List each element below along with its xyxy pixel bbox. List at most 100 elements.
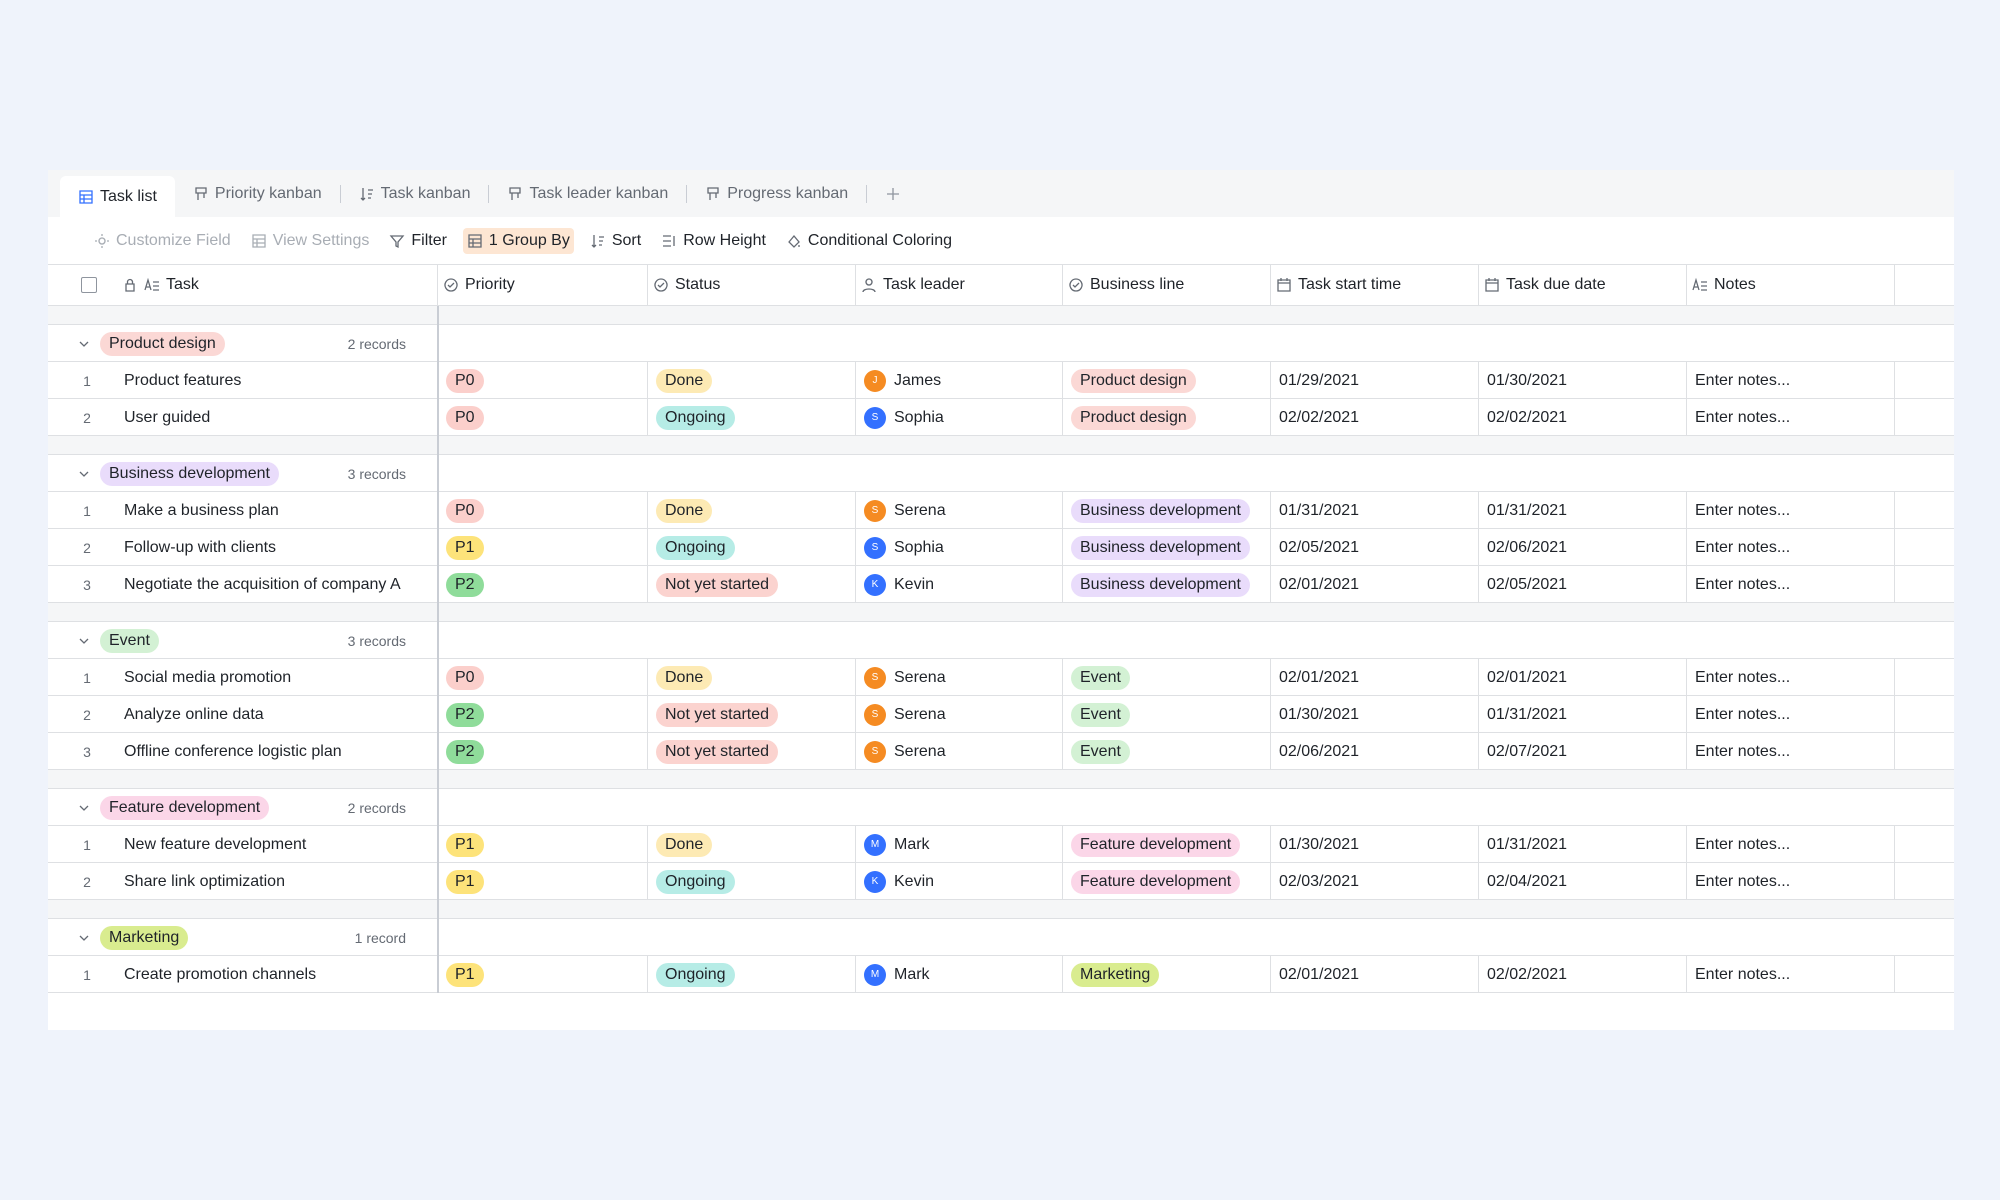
column-header[interactable]: Task — [122, 264, 437, 306]
toolbar-label: View Settings — [272, 231, 370, 249]
due-date: 01/31/2021 — [1487, 501, 1568, 519]
cell: P0 — [446, 399, 644, 436]
leader-name: Serena — [894, 668, 946, 686]
table-row[interactable] — [48, 659, 1954, 696]
column-title: Notes — [1714, 276, 1756, 293]
group-spacer — [48, 306, 1954, 325]
row-number: 1 — [83, 966, 91, 983]
group-toggle[interactable] — [76, 919, 96, 956]
toolbar-button[interactable]: Conditional Coloring — [782, 228, 956, 254]
tab-divider — [866, 185, 868, 203]
group-toggle[interactable] — [76, 325, 96, 362]
tab-label: Progress kanban — [727, 184, 849, 202]
column-divider — [855, 492, 856, 529]
tab[interactable]: Task kanban — [341, 170, 489, 217]
cell: Done — [656, 492, 852, 529]
icon — [79, 189, 93, 204]
tab-divider — [339, 185, 341, 203]
status-tag: Ongoing — [656, 535, 735, 560]
table-row[interactable] — [48, 492, 1954, 529]
group-header — [48, 622, 1954, 659]
column-header[interactable]: Task leader — [861, 264, 1062, 306]
add-tab[interactable] — [867, 170, 925, 217]
column-header[interactable]: Priority — [443, 264, 647, 306]
start-date: 02/06/2021 — [1279, 742, 1360, 760]
toolbar-button[interactable]: Filter — [385, 228, 451, 254]
cell: Enter notes... — [1695, 362, 1891, 399]
group-tag: Product design — [100, 331, 225, 356]
group-header — [48, 325, 1954, 362]
table-row[interactable] — [48, 826, 1954, 863]
select-all-checkbox[interactable] — [81, 277, 97, 293]
start-date: 02/03/2021 — [1279, 872, 1360, 890]
group-tag: Event — [100, 628, 159, 653]
avatar: M — [864, 963, 886, 986]
column-divider — [1478, 264, 1479, 306]
cell: S Serena — [864, 492, 1059, 529]
task-name: User guided — [124, 408, 211, 426]
group-tag: Business development — [100, 461, 279, 486]
tab[interactable]: Priority kanban — [175, 170, 340, 217]
column-header[interactable]: Business line — [1068, 264, 1270, 306]
column-divider — [1686, 659, 1687, 696]
tab[interactable]: Task list — [60, 176, 175, 217]
table-row[interactable] — [48, 863, 1954, 900]
leader-name: Mark — [894, 835, 930, 853]
group-toggle[interactable] — [76, 455, 96, 492]
table-row[interactable] — [48, 566, 1954, 603]
column-divider — [1686, 733, 1687, 770]
table-row[interactable] — [48, 529, 1954, 566]
column-divider — [1478, 399, 1479, 436]
column-divider — [1894, 492, 1895, 529]
toolbar-button[interactable]: View Settings — [247, 228, 374, 254]
group-toggle[interactable] — [76, 789, 96, 826]
table-row[interactable] — [48, 956, 1954, 993]
table-row[interactable] — [48, 733, 1954, 770]
table-row[interactable] — [48, 696, 1954, 733]
group-count: 3 records — [347, 465, 406, 482]
due-date: 01/31/2021 — [1487, 835, 1568, 853]
priority-tag: P2 — [446, 739, 484, 764]
toolbar-button[interactable]: 1 Group By — [462, 227, 574, 254]
tab[interactable]: Task leader kanban — [489, 170, 686, 217]
cell: 02/01/2021 — [1279, 659, 1475, 696]
icon — [195, 186, 207, 200]
priority-tag: P0 — [446, 665, 484, 690]
column-divider — [647, 863, 648, 900]
cell: 02/05/2021 — [1279, 529, 1475, 566]
status-tag: Not yet started — [656, 572, 779, 597]
group-name: Feature development — [100, 789, 270, 826]
column-header[interactable]: Status — [653, 264, 855, 306]
due-date: 02/04/2021 — [1487, 872, 1568, 890]
cell: Enter notes... — [1695, 696, 1891, 733]
cell: 02/01/2021 — [1279, 566, 1475, 603]
column-divider — [1062, 733, 1063, 770]
cell: Not yet started — [656, 696, 852, 733]
column-divider — [1478, 696, 1479, 733]
cell: 02/07/2021 — [1487, 733, 1683, 770]
cell: 02/02/2021 — [1487, 399, 1683, 436]
table-row[interactable] — [48, 399, 1954, 436]
status-tag: Ongoing — [656, 405, 735, 430]
leader-name: Sophia — [894, 538, 944, 556]
column-header[interactable]: Notes — [1692, 264, 1894, 306]
column-header[interactable]: Task start time — [1276, 264, 1478, 306]
column-divider — [1686, 264, 1687, 306]
tab[interactable]: Progress kanban — [687, 170, 866, 217]
task-name: Product features — [124, 371, 242, 389]
cell: Enter notes... — [1695, 529, 1891, 566]
priority-tag: P2 — [446, 702, 484, 727]
table-row[interactable] — [48, 362, 1954, 399]
leader-name: Kevin — [894, 575, 935, 593]
start-date: 01/29/2021 — [1279, 371, 1360, 389]
toolbar-button[interactable]: Sort — [586, 228, 645, 254]
cell: Done — [656, 362, 852, 399]
column-divider — [1686, 566, 1687, 603]
group-toggle[interactable] — [76, 622, 96, 659]
icon — [1277, 278, 1291, 292]
group-count: 2 records — [347, 335, 406, 352]
toolbar-button[interactable]: Row Height — [657, 228, 770, 254]
tab-divider — [488, 185, 490, 203]
column-header[interactable]: Task due date — [1484, 264, 1686, 306]
toolbar-button[interactable]: Customize Field — [90, 228, 235, 254]
